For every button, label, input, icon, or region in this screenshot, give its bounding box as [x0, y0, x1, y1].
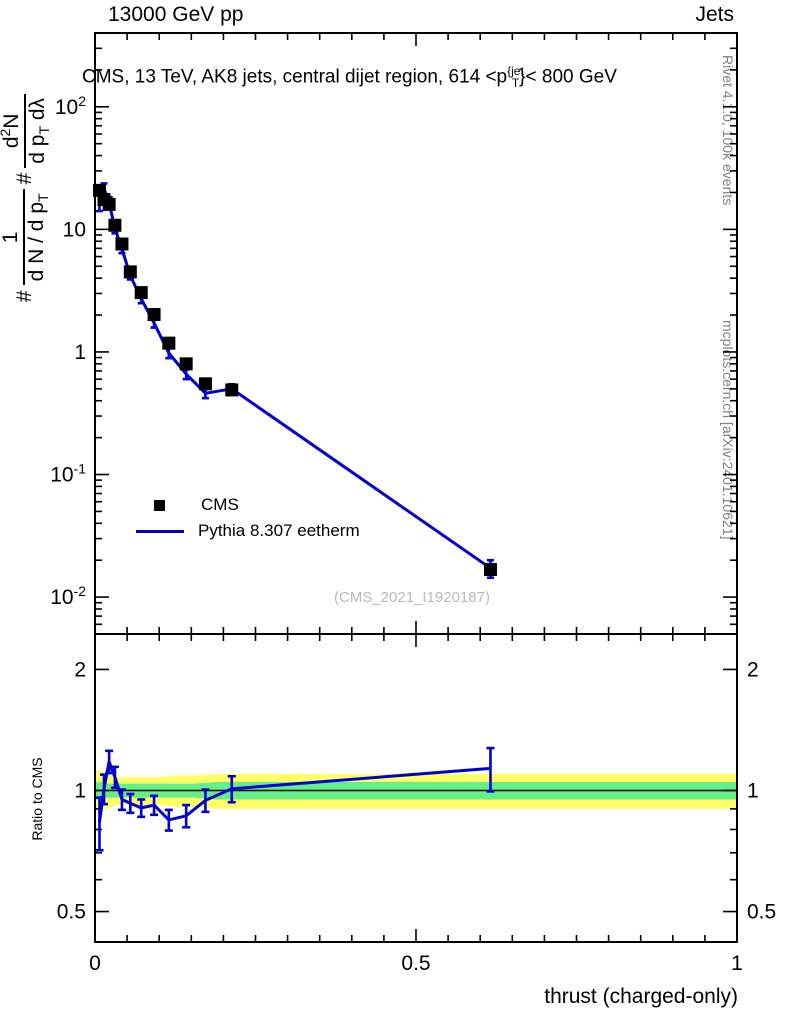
data-marker-square: [123, 265, 137, 279]
main-yticklabel: 10: [63, 218, 86, 241]
analysis-category-label: Jets: [695, 3, 734, 26]
page-title: CMS, 13 TeV, AK8 jets, central dijet reg…: [82, 64, 617, 90]
analysis-id-text: (CMS_2021_I1920187): [334, 589, 490, 606]
page-title-tail: }< 800 GeV: [519, 66, 617, 88]
ratio-yticklabel-left: 2: [74, 658, 86, 681]
data-marker-square: [198, 377, 212, 391]
page-title-sup: {jet: [507, 64, 524, 78]
xaxis-label-text: thrust (charged-only): [544, 985, 738, 1008]
ratio-yticklabel-right: 2: [747, 658, 759, 681]
ratio-yaxis-text: Ratio to CMS: [29, 757, 45, 841]
legend: CMS Pythia 8.307 eetherm: [136, 492, 360, 544]
legend-marker-square: [154, 499, 165, 511]
legend-item-cms[interactable]: CMS: [140, 492, 360, 518]
analysis-id-watermark: (CMS_2021_I1920187): [334, 589, 490, 606]
legend-marker-line: [136, 529, 184, 533]
header-left: 13000 GeV pp: [108, 3, 243, 27]
legend-label-pythia: Pythia 8.307 eetherm: [198, 521, 360, 540]
xaxis-label: thrust (charged-only): [544, 985, 738, 1009]
header-right: Jets: [695, 3, 734, 27]
ratio-yticklabel-left: 1: [74, 779, 86, 802]
main-yticklabel: 10-1: [50, 461, 86, 487]
data-marker-square: [147, 308, 161, 322]
data-marker-square: [483, 562, 497, 576]
legend-label-cms: CMS: [201, 495, 239, 514]
data-marker-square: [108, 218, 122, 232]
data-marker-square: [134, 286, 148, 300]
main-yticklabel: 102: [55, 93, 86, 119]
beam-energy-label: 13000 GeV pp: [108, 3, 244, 26]
ratio-yaxis-label: Ratio to CMS: [29, 739, 47, 859]
data-marker-square: [162, 336, 176, 350]
main-yticklabel: 10-2: [50, 583, 86, 609]
xticklabel: 0.5: [401, 952, 430, 975]
xticklabel: 1: [731, 952, 743, 975]
main-yticklabel: 1: [74, 341, 86, 364]
xticklabel: 0: [89, 952, 101, 975]
ratio-yticklabel-right: 1: [747, 779, 759, 802]
data-marker-square: [179, 357, 193, 371]
legend-item-pythia[interactable]: Pythia 8.307 eetherm: [136, 518, 360, 544]
ratio-yticklabel-right: 0.5: [747, 901, 776, 924]
data-marker-square: [115, 237, 129, 251]
page-title-text: CMS, 13 TeV, AK8 jets, central dijet reg…: [82, 66, 508, 88]
ratio-yticklabel-left: 0.5: [57, 901, 86, 924]
page-title-sub: T: [511, 76, 520, 91]
data-marker-square: [225, 383, 239, 397]
data-marker-square: [102, 197, 116, 211]
